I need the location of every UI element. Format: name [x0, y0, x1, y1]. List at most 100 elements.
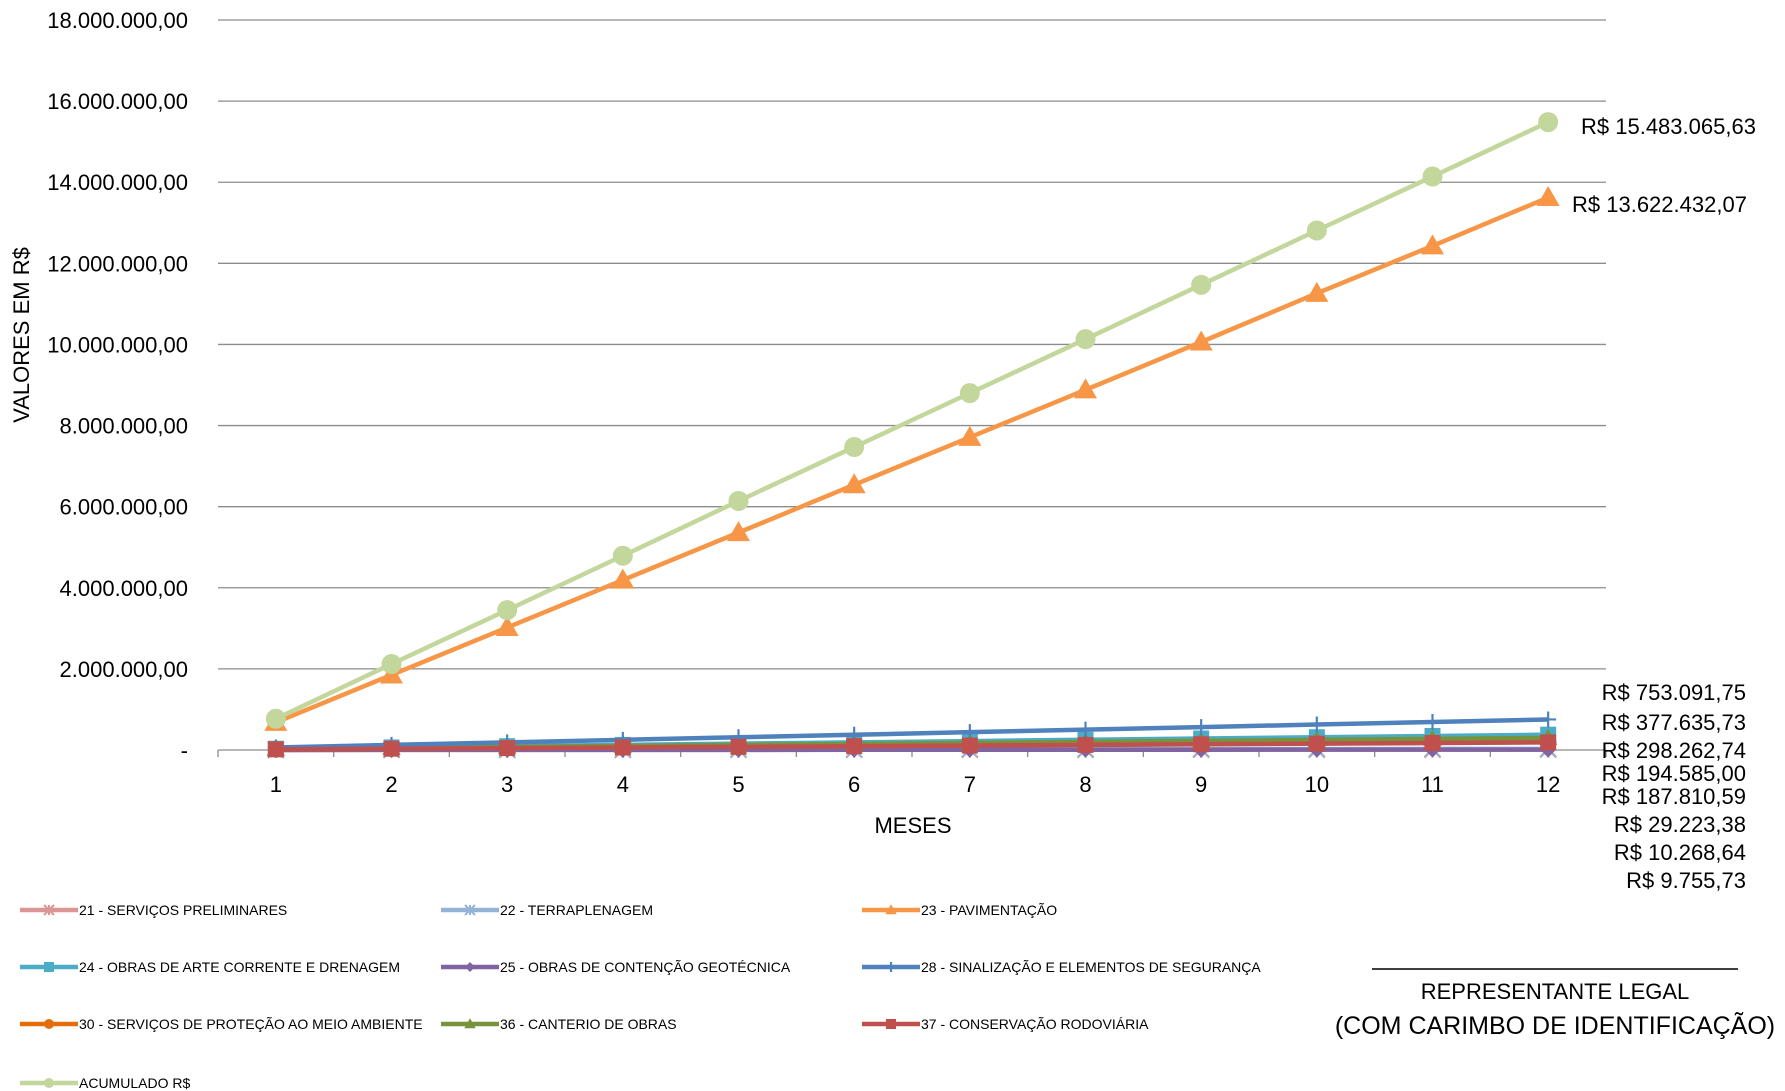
- data-point: [267, 741, 284, 758]
- x-tick-label: 12: [1536, 772, 1560, 797]
- series-line: [275, 740, 1549, 752]
- data-point: [886, 962, 896, 972]
- data-point: [44, 1078, 54, 1088]
- legend-label: ACUMULADO R$: [79, 1075, 190, 1091]
- y-axis-tick-labels: - 2.000.000,00 4.000.000,00 6.000.000,00 8.0…: [47, 8, 188, 763]
- end-value-label: R$ 194.585,00: [1602, 761, 1746, 786]
- end-value-label: R$ 10.268,64: [1614, 840, 1746, 865]
- series-3: [264, 186, 1560, 731]
- x-tick-label: 1: [270, 772, 282, 797]
- data-point: [614, 739, 631, 756]
- end-value-label: R$ 15.483.065,63: [1581, 114, 1756, 139]
- gridlines: [217, 19, 1607, 757]
- data-point: [383, 740, 400, 757]
- data-point: [612, 545, 633, 566]
- legend-label: 25 - OBRAS DE CONTENÇÃO GEOTÉCNICA: [500, 959, 791, 975]
- end-value-label: R$ 753.091,75: [1602, 680, 1746, 705]
- data-point: [1424, 735, 1441, 752]
- data-point: [265, 708, 286, 729]
- x-tick-label: 2: [385, 772, 397, 797]
- legend-item: 22 - TERRAPLENAGEM: [441, 902, 653, 918]
- data-point: [499, 740, 516, 757]
- data-point: [886, 1019, 896, 1029]
- data-point: [846, 738, 863, 755]
- series-line: [275, 717, 1549, 750]
- series-line: [274, 195, 1550, 725]
- x-tick-label: 9: [1195, 772, 1207, 797]
- y-tick-label: 4.000.000,00: [60, 576, 188, 601]
- data-point: [464, 1018, 476, 1029]
- legend-item: 28 - SINALIZAÇÃO E ELEMENTOS DE SEGURANÇ…: [862, 959, 1261, 975]
- x-tick-label: 10: [1305, 772, 1329, 797]
- end-value-label: R$ 377.635,73: [1602, 710, 1746, 735]
- y-axis-title: VALORES EM R$: [9, 247, 34, 423]
- data-point: [497, 600, 518, 621]
- data-point: [1193, 719, 1210, 736]
- data-point: [611, 568, 635, 589]
- x-tick-label: 5: [732, 772, 744, 797]
- data-point: [1536, 186, 1560, 207]
- legend-label: 23 - PAVIMENTAÇÃO: [921, 902, 1057, 918]
- data-point: [1308, 735, 1325, 752]
- legend-label: 24 - OBRAS DE ARTE CORRENTE E DRENAGEM: [79, 959, 400, 975]
- data-point: [1074, 378, 1097, 399]
- y-tick-label: -: [181, 738, 188, 763]
- series-9: [267, 734, 1557, 758]
- y-tick-label: 6.000.000,00: [60, 495, 188, 520]
- series-10: [265, 112, 1559, 729]
- legend-label: 21 - SERVIÇOS PRELIMINARES: [79, 902, 287, 918]
- x-tick-label: 6: [848, 772, 860, 797]
- data-point: [885, 904, 897, 915]
- x-axis-title: MESES: [874, 813, 951, 838]
- series-lines: [264, 112, 1560, 759]
- x-tick-label: 7: [964, 772, 976, 797]
- end-value-label: R$ 298.262,74: [1602, 738, 1746, 763]
- data-point: [44, 1019, 54, 1029]
- data-point: [728, 490, 749, 511]
- legend-label: 22 - TERRAPLENAGEM: [500, 902, 653, 918]
- data-point: [959, 383, 980, 404]
- y-tick-label: 8.000.000,00: [60, 414, 188, 439]
- y-tick-label: 10.000.000,00: [47, 332, 188, 357]
- legend-item: 25 - OBRAS DE CONTENÇÃO GEOTÉCNICA: [441, 959, 791, 975]
- data-point: [465, 962, 475, 972]
- legend-item: 24 - OBRAS DE ARTE CORRENTE E DRENAGEM: [20, 959, 400, 975]
- legend-label: 30 - SERVIÇOS DE PROTEÇÃO AO MEIO AMBIEN…: [79, 1016, 423, 1032]
- data-point: [1075, 329, 1096, 350]
- legend-item: ACUMULADO R$: [20, 1075, 190, 1091]
- data-point: [1424, 714, 1441, 731]
- series-line: [274, 120, 1550, 721]
- x-tick-label: 11: [1421, 772, 1444, 797]
- data-point: [844, 437, 865, 458]
- legend-label: 37 - CONSERVAÇÃO RODOVIÁRIA: [921, 1016, 1149, 1032]
- legend-item: 30 - SERVIÇOS DE PROTEÇÃO AO MEIO AMBIEN…: [20, 1016, 423, 1032]
- legend: 21 - SERVIÇOS PRELIMINARES 22 - TERRAPLEN…: [20, 902, 1261, 1091]
- data-point: [1077, 721, 1094, 738]
- y-tick-label: 12.000.000,00: [47, 251, 188, 276]
- y-tick-label: 18.000.000,00: [47, 8, 188, 33]
- end-value-label: R$ 13.622.432,07: [1572, 192, 1747, 217]
- y-tick-label: 16.000.000,00: [47, 89, 188, 114]
- end-value-label: R$ 9.755,73: [1626, 868, 1746, 893]
- data-point: [842, 473, 866, 494]
- data-point: [1193, 736, 1210, 753]
- data-point: [1422, 166, 1443, 187]
- y-tick-label: 14.000.000,00: [47, 170, 188, 195]
- x-tick-label: 8: [1079, 772, 1091, 797]
- data-point: [464, 904, 476, 916]
- data-point: [43, 904, 55, 916]
- data-point: [495, 616, 519, 637]
- data-point: [1421, 234, 1444, 255]
- legend-label: 36 - CANTERIO DE OBRAS: [500, 1016, 677, 1032]
- end-value-labels: R$ 15.483.065,63 R$ 13.622.432,07 R$ 753.0…: [1572, 114, 1756, 893]
- legend-item: 21 - SERVIÇOS PRELIMINARES: [20, 902, 287, 918]
- data-point: [730, 738, 747, 755]
- x-tick-label: 4: [617, 772, 629, 797]
- x-axis-tick-labels: 1 2 3 4 5 6 7 8 9 10 11 12: [270, 772, 1561, 797]
- data-point: [1540, 734, 1557, 751]
- data-point: [1538, 112, 1559, 133]
- signature-block: REPRESENTANTE LEGAL (COM CARIMBO DE IDEN…: [1335, 968, 1775, 1040]
- data-point: [1308, 716, 1325, 733]
- legend-item: 37 - CONSERVAÇÃO RODOVIÁRIA: [862, 1016, 1149, 1032]
